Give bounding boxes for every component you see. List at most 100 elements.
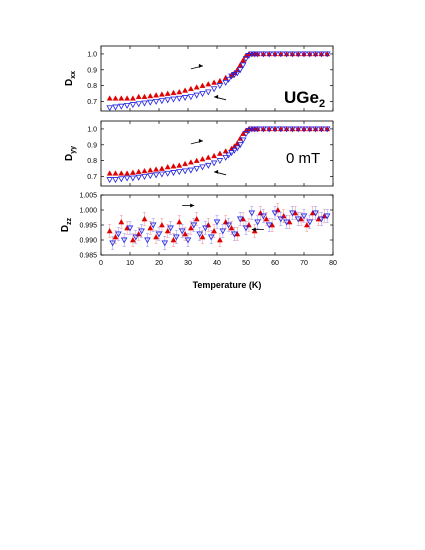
data-point-cooling xyxy=(236,67,244,74)
data-point-heating xyxy=(124,170,131,176)
data-point-cooling xyxy=(176,95,183,102)
x-tick-label: 60 xyxy=(271,260,279,267)
data-point-cooling xyxy=(306,219,314,226)
y-axis-label: Dyy xyxy=(64,146,77,161)
data-point-cooling xyxy=(231,147,238,154)
data-point-heating xyxy=(280,212,287,219)
data-point-heating xyxy=(141,93,148,100)
data-point-cooling xyxy=(135,101,142,108)
data-point-cooling xyxy=(277,51,285,58)
data-point-cooling xyxy=(141,100,148,107)
data-point-heating xyxy=(211,79,218,85)
data-point-cooling xyxy=(289,126,296,133)
data-point-cooling xyxy=(170,170,177,176)
data-point-cooling xyxy=(260,126,267,133)
data-point-heating xyxy=(118,218,125,225)
data-point-cooling xyxy=(231,231,238,238)
data-point-heating xyxy=(199,233,206,240)
y-axis-label: Dzz xyxy=(60,217,73,232)
data-point-heating xyxy=(170,236,177,243)
data-point-heating xyxy=(135,168,142,175)
data-point-cooling xyxy=(283,219,290,226)
data-point-heating xyxy=(112,95,119,101)
data-point-cooling xyxy=(118,103,125,110)
data-point-heating xyxy=(211,152,218,159)
y-tick-label: 0.8 xyxy=(87,158,97,165)
data-point-heating xyxy=(205,221,212,228)
y-tick-label: 1.005 xyxy=(79,193,97,200)
data-point-cooling xyxy=(213,219,221,226)
x-tick-label: 50 xyxy=(242,260,250,267)
data-point-cooling xyxy=(254,126,261,133)
data-point-heating xyxy=(153,166,160,172)
data-point-cooling xyxy=(312,51,319,58)
data-point-heating xyxy=(182,87,189,93)
data-point-cooling xyxy=(193,92,200,99)
data-point-heating xyxy=(193,215,200,222)
y-axis-label: Dxx xyxy=(64,71,77,86)
data-point-cooling xyxy=(170,96,177,103)
data-point-cooling xyxy=(283,51,290,58)
data-point-cooling xyxy=(318,216,325,223)
data-point-heating xyxy=(135,93,142,100)
x-tick-label: 80 xyxy=(329,260,337,267)
data-point-cooling xyxy=(106,177,113,184)
y-tick-label: 0.9 xyxy=(87,142,97,149)
data-point-heating xyxy=(222,218,229,225)
data-point-cooling xyxy=(239,62,247,69)
data-point-cooling xyxy=(236,142,244,149)
panel-dzz: 0 10 20 30 40 50 60 70 80 0.985 0.990 0.995 1.000 1.0… xyxy=(60,193,337,268)
data-point-heating xyxy=(147,224,154,231)
data-point-cooling xyxy=(219,228,227,235)
data-point-heating xyxy=(164,90,171,96)
data-point-cooling xyxy=(147,99,154,106)
data-point-cooling xyxy=(207,234,215,241)
data-point-cooling xyxy=(239,137,247,144)
data-point-heating xyxy=(205,154,212,160)
data-point-cooling xyxy=(210,160,218,167)
data-point-heating xyxy=(176,88,183,95)
data-point-cooling xyxy=(202,225,209,232)
data-point-heating xyxy=(257,209,264,216)
data-point-heating xyxy=(106,95,113,101)
data-point-cooling xyxy=(144,237,151,244)
data-point-cooling xyxy=(242,225,250,232)
data-point-cooling xyxy=(265,222,273,229)
data-point-heating xyxy=(199,82,206,88)
data-point-cooling xyxy=(158,171,166,178)
data-point-heating xyxy=(118,170,125,176)
data-point-heating xyxy=(118,95,125,101)
data-point-cooling xyxy=(228,150,235,157)
data-point-heating xyxy=(164,227,171,234)
data-point-heating xyxy=(193,84,200,90)
data-point-cooling xyxy=(112,177,119,184)
panel-dxx: 0.7 0.8 0.9 1.0 Dxx xyxy=(64,45,334,112)
data-point-heating xyxy=(182,160,189,167)
data-point-heating xyxy=(112,170,119,176)
data-point-cooling xyxy=(216,83,224,90)
material-annotation: UGe2 xyxy=(284,88,325,110)
data-point-cooling xyxy=(248,210,256,217)
data-point-cooling xyxy=(187,94,195,101)
data-point-heating xyxy=(141,167,148,174)
data-point-cooling xyxy=(254,219,261,226)
data-point-heating xyxy=(153,92,160,98)
data-point-cooling xyxy=(277,126,285,133)
data-point-cooling xyxy=(254,51,261,58)
data-point-heating xyxy=(164,163,171,170)
data-point-cooling xyxy=(205,89,212,96)
data-point-cooling xyxy=(323,51,331,58)
data-point-cooling xyxy=(300,51,308,58)
data-point-cooling xyxy=(271,210,279,217)
data-point-heating xyxy=(303,221,310,228)
data-point-heating xyxy=(187,224,194,231)
direction-arrow-head xyxy=(190,203,195,208)
data-point-cooling xyxy=(120,237,128,244)
data-point-cooling xyxy=(181,95,189,101)
data-point-cooling xyxy=(164,97,171,104)
data-point-cooling xyxy=(199,164,206,171)
data-point-cooling xyxy=(242,131,250,138)
data-point-cooling xyxy=(222,79,229,86)
data-point-cooling xyxy=(283,126,290,133)
data-point-cooling xyxy=(149,222,157,229)
